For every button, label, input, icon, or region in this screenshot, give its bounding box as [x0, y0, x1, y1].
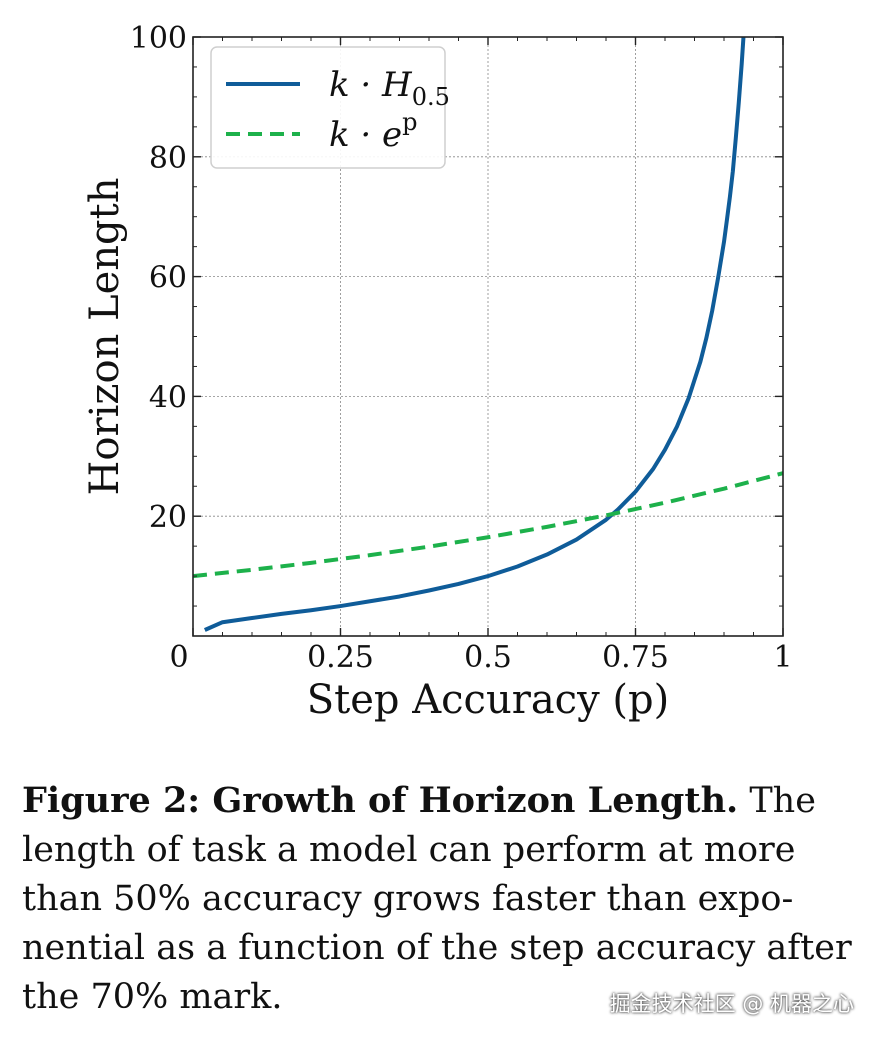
- x-tick-label: 0.75: [602, 640, 669, 675]
- legend-box: [210, 46, 446, 169]
- x-tick-label: 1: [773, 640, 792, 675]
- caption-bold: Figure 2: Growth of Horizon Length.: [22, 780, 739, 821]
- legend-entry-k-h05: k · H0.5: [329, 65, 450, 111]
- series-line-k-ep: [192, 471, 784, 579]
- series-layer: [192, 36, 784, 632]
- x-tick-label: 0.25: [307, 640, 374, 675]
- legend-entry-k-h05-sub: 0.5: [412, 83, 450, 111]
- y-axis-label: Horizon Length: [82, 178, 128, 496]
- figure-caption: Figure 2: Growth of Horizon Length. The …: [22, 776, 867, 1022]
- chart: 0 0.25 0.5 0.75 1 20 40 60 80 100 Step Accuracy (…: [82, 21, 793, 723]
- x-axis-label: Step Accuracy (p): [307, 677, 669, 723]
- caption-text: The length of task a model can perform a…: [22, 781, 852, 1017]
- legend-entry-k-h05-main: k · H: [329, 65, 413, 105]
- y-tick-label: 60: [149, 261, 187, 296]
- legend: k · H0.5 k · ep: [210, 46, 450, 169]
- watermark: 掘金技术社区 @ 机器之心: [609, 992, 854, 1016]
- legend-entry-k-ep: k · ep: [329, 108, 418, 155]
- y-tick-label: 100: [130, 21, 187, 56]
- y-tick-label: 20: [149, 500, 187, 535]
- legend-entry-k-ep-sup: p: [402, 108, 417, 136]
- x-tick-label: 0: [169, 640, 188, 675]
- y-tick-label: 80: [149, 141, 187, 176]
- tick-labels: 0 0.25 0.5 0.75 1 20 40 60 80 100: [130, 21, 793, 675]
- y-tick-label: 40: [149, 380, 187, 415]
- x-tick-label: 0.5: [464, 640, 512, 675]
- legend-entry-k-ep-main: k · e: [329, 115, 402, 155]
- series-line-k-h05: [203, 36, 746, 632]
- ticks: [192, 36, 784, 636]
